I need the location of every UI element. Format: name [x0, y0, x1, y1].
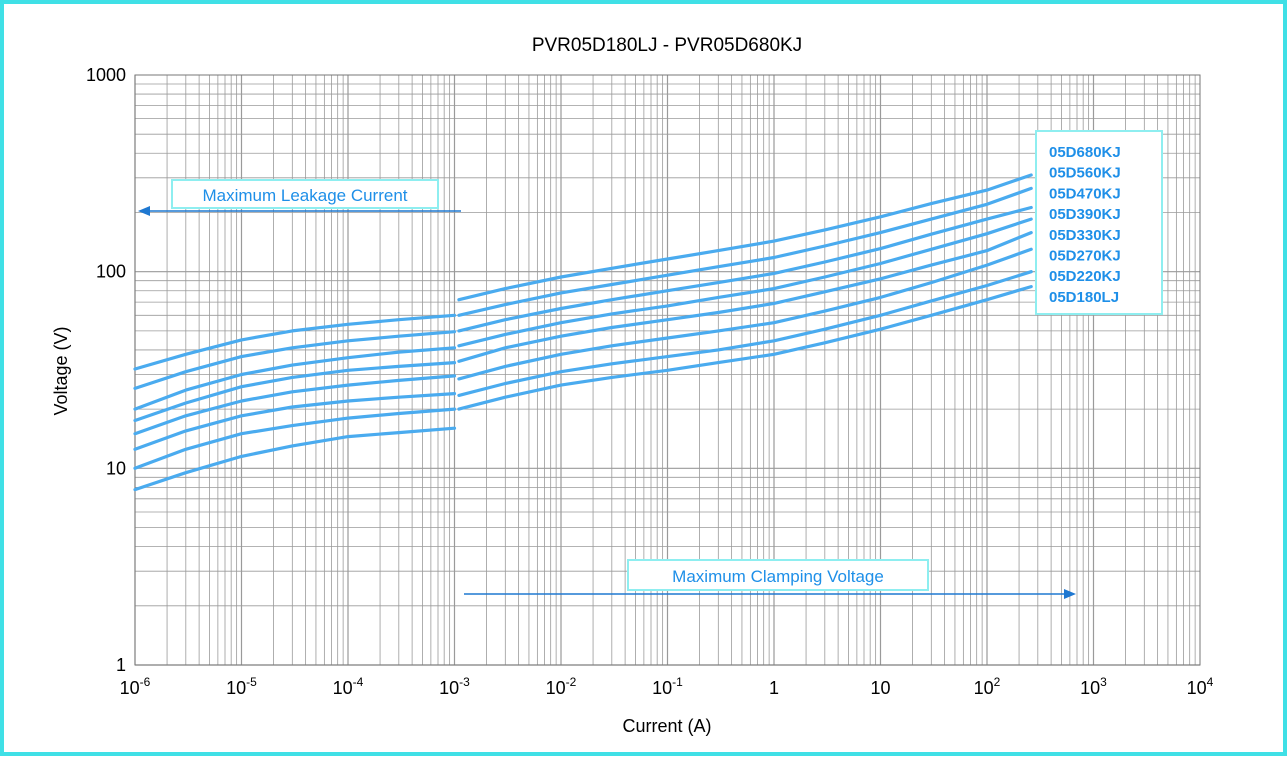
x-tick-base: 10 [1187, 678, 1207, 698]
legend-box [1035, 130, 1163, 315]
x-tick-label: 1 [769, 678, 779, 698]
x-tick-label: 103 [1080, 675, 1107, 698]
x-tick-base: 10 [870, 678, 890, 698]
series-line-clamping-05d680kj [457, 173, 1033, 302]
series-line-clamping-05d270kj [457, 247, 1033, 381]
series-line-clamping-05d180lj [457, 285, 1033, 411]
x-tick-exponent: -3 [459, 675, 470, 689]
legend-item-05d470kj: 05D470KJ [1049, 185, 1121, 202]
x-tick-exponent: -4 [353, 675, 364, 689]
legend-item-05d180lj: 05D180LJ [1049, 289, 1119, 306]
y-tick-label: 1 [116, 655, 126, 675]
legend-item-05d560kj: 05D560KJ [1049, 165, 1121, 182]
series-lines [133, 173, 1033, 492]
x-tick-base: 10 [546, 678, 566, 698]
annotation-leakage: Maximum Leakage Current [138, 179, 461, 216]
x-tick-base: 10 [1080, 678, 1100, 698]
series-line-leakage-05d470kj [133, 346, 457, 411]
x-tick-label: 10-5 [226, 675, 257, 698]
annotation-leakage-arrowhead [138, 206, 150, 216]
y-tick-label: 1000 [86, 65, 126, 85]
x-tick-exponent: 2 [994, 675, 1001, 689]
x-tick-label: 10-2 [546, 675, 577, 698]
x-tick-base: 10 [120, 678, 140, 698]
series-line-clamping-05d330kj [457, 231, 1033, 363]
x-tick-base: 10 [439, 678, 459, 698]
series-line-leakage-05d330kj [133, 374, 457, 436]
annotation-clamping-box [627, 559, 929, 591]
x-tick-label: 104 [1187, 675, 1214, 698]
series-line-clamping-05d560kj [457, 186, 1033, 317]
legend: 05D680KJ 05D560KJ 05D470KJ 05D390KJ 05D330KJ… [1035, 130, 1163, 315]
x-tick-base: 10 [652, 678, 672, 698]
x-tick-base: 1 [769, 678, 779, 698]
y-axis-label: Voltage (V) [51, 326, 71, 415]
x-tick-label: 10-1 [652, 675, 683, 698]
x-tick-exponent: -1 [672, 675, 683, 689]
annotation-clamping-arrowhead [1064, 589, 1076, 599]
series-line-leakage-05d270kj [133, 392, 457, 451]
legend-item-05d680kj: 05D680KJ [1049, 144, 1121, 161]
x-tick-exponent: -2 [566, 675, 577, 689]
series-line-leakage-05d180lj [133, 426, 457, 492]
series-line-leakage-05d560kj [133, 330, 457, 390]
annotation-leakage-box [171, 179, 439, 209]
series-line-clamping-05d220kj [457, 270, 1033, 397]
x-tick-exponent: -5 [246, 675, 257, 689]
x-tick-exponent: 4 [1207, 675, 1214, 689]
x-tick-exponent: -6 [140, 675, 151, 689]
x-tick-label: 10 [870, 678, 890, 698]
annotation-clamping-text: Maximum Clamping Voltage [672, 567, 884, 586]
x-tick-base: 10 [226, 678, 246, 698]
y-tick-label: 100 [96, 262, 126, 282]
legend-item-05d270kj: 05D270KJ [1049, 248, 1121, 265]
chart-svg: 10-6 10-5 10-4 10-3 10-2 10-1 1 10 102 103 104 110… [51, 35, 1214, 736]
legend-item-05d330kj: 05D330KJ [1049, 227, 1121, 244]
series-line-leakage-05d220kj [133, 407, 457, 470]
x-tick-base: 10 [333, 678, 353, 698]
annotation-leakage-text: Maximum Leakage Current [202, 186, 407, 205]
legend-item-05d390kj: 05D390KJ [1049, 206, 1121, 223]
x-tick-label: 10-6 [120, 675, 151, 698]
annotation-clamping: Maximum Clamping Voltage [464, 559, 1076, 599]
series-line-clamping-05d390kj [457, 217, 1033, 348]
x-tick-exponent: 3 [1100, 675, 1107, 689]
x-axis-label: Current (A) [622, 716, 711, 736]
x-tick-base: 10 [974, 678, 994, 698]
x-tick-label: 10-4 [333, 675, 364, 698]
chart-title: PVR05D180LJ - PVR05D680KJ [532, 35, 802, 56]
series-line-leakage-05d390kj [133, 361, 457, 423]
x-tick-labels: 10-6 10-5 10-4 10-3 10-2 10-1 1 10 102 103 104 [120, 675, 1214, 698]
y-tick-labels: 1 10 100 1000 [86, 65, 126, 675]
series-line-clamping-05d470kj [457, 205, 1033, 333]
x-tick-label: 10-3 [439, 675, 470, 698]
y-tick-label: 10 [106, 458, 126, 478]
legend-items: 05D680KJ 05D560KJ 05D470KJ 05D390KJ 05D330KJ… [1049, 144, 1121, 306]
legend-item-05d220kj: 05D220KJ [1049, 268, 1121, 285]
series-line-leakage-05d680kj [133, 313, 457, 371]
x-tick-label: 102 [974, 675, 1001, 698]
